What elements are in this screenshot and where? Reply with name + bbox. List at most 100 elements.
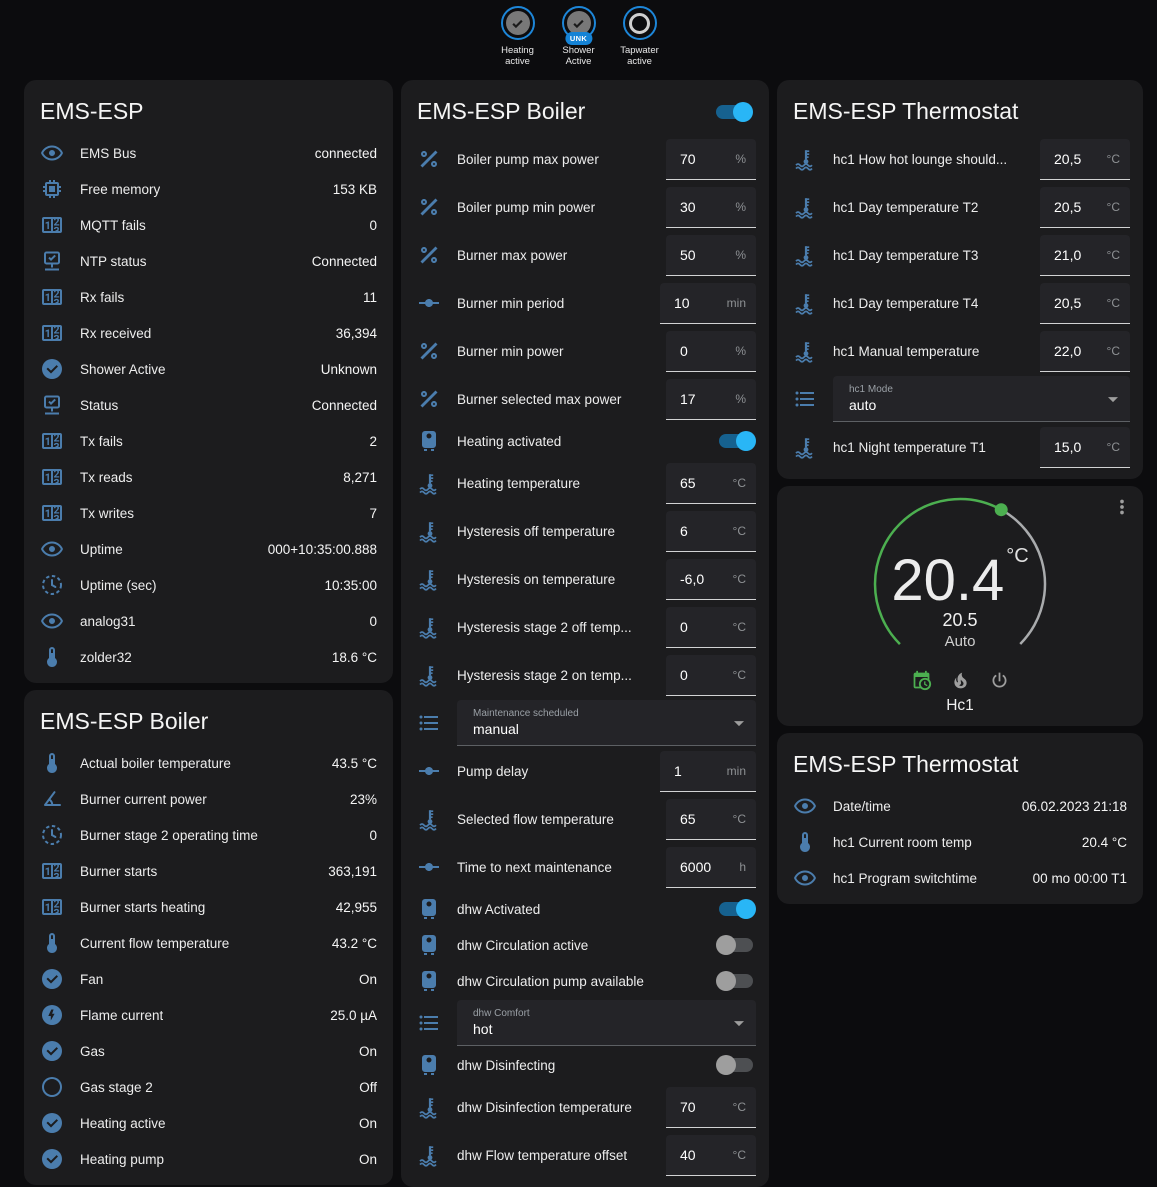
sensor-value: 0 — [369, 217, 377, 233]
thermo-water-icon — [417, 663, 441, 687]
number-value: 22,0 — [1054, 342, 1082, 359]
toggle-switch[interactable] — [716, 971, 756, 991]
number-unit: °C — [732, 523, 746, 538]
sensor-label: Burner starts heating — [80, 899, 206, 915]
number-input[interactable]: 70 °C — [666, 1086, 756, 1128]
sensor-row[interactable]: Burner current power 23% — [24, 781, 393, 817]
number-input[interactable]: 50% — [666, 234, 756, 276]
number-unit: °C — [732, 571, 746, 586]
toggle-switch[interactable] — [716, 431, 756, 451]
sensor-row[interactable]: Fan On — [24, 961, 393, 997]
sensor-value: 43.2 °C — [331, 935, 377, 951]
select-label: Maintenance scheduled — [473, 708, 579, 719]
sensor-label: zolder32 — [80, 649, 132, 665]
sensor-row[interactable]: Burner starts 363,191 — [24, 853, 393, 889]
control-row: Burner max power 50% — [401, 231, 769, 279]
status-badge[interactable]: Heating active — [492, 6, 544, 67]
sensor-row[interactable]: Flame current 25.0 µA — [24, 997, 393, 1033]
card-thermostat-dial[interactable]: 20.4 °C 20.5 Auto Hc1 — [777, 486, 1143, 726]
number-input[interactable]: 6000 h — [666, 846, 756, 888]
list-icon — [793, 387, 817, 411]
sensor-value: Connected — [311, 253, 377, 269]
number-input[interactable]: 20,5 °C — [1040, 186, 1130, 228]
sensor-row[interactable]: hc1 Current room temp 20.4 °C — [777, 824, 1143, 860]
calendar-clock-icon[interactable] — [911, 670, 932, 691]
sensor-row[interactable]: NTP status Connected — [24, 243, 393, 279]
dial-handle[interactable] — [994, 503, 1008, 517]
number-value: 1 — [674, 762, 682, 779]
number-input[interactable]: 65 °C — [666, 798, 756, 840]
sensor-row[interactable]: MQTT fails 0 — [24, 207, 393, 243]
toggle-switch[interactable] — [716, 1055, 756, 1075]
number-input[interactable]: 21,0 °C — [1040, 234, 1130, 276]
sensor-row[interactable]: Tx reads 8,271 — [24, 459, 393, 495]
sensor-row[interactable]: Rx received 36,394 — [24, 315, 393, 351]
status-badge[interactable]: UNK Shower Active — [553, 6, 605, 67]
sensor-row[interactable]: Heating active On — [24, 1105, 393, 1141]
sensor-value: 153 KB — [332, 181, 377, 197]
control-row: Heating activated — [401, 423, 769, 459]
sensor-row[interactable]: Gas stage 2 Off — [24, 1069, 393, 1105]
sensor-row[interactable]: hc1 Program switchtime 00 mo 00:00 T1 — [777, 860, 1143, 896]
toggle-switch[interactable] — [716, 935, 756, 955]
fire-icon[interactable] — [950, 670, 971, 691]
number-input[interactable]: 30% — [666, 186, 756, 228]
sensor-row[interactable]: Heating pump On — [24, 1141, 393, 1177]
sensor-row[interactable]: Burner starts heating 42,955 — [24, 889, 393, 925]
sensor-row[interactable]: Rx fails 11 — [24, 279, 393, 315]
control-rows: hc1 How hot lounge should... 20,5 °C hc1 Da… — [777, 135, 1143, 479]
sensor-row[interactable]: Uptime (sec) 10:35:00 — [24, 567, 393, 603]
number-input[interactable]: 0 °C — [666, 654, 756, 696]
sensor-row[interactable]: Uptime 000+10:35:00.888 — [24, 531, 393, 567]
sensor-row[interactable]: Gas On — [24, 1033, 393, 1069]
number-value: 15,0 — [1054, 438, 1082, 455]
number-input[interactable]: 70% — [666, 138, 756, 180]
number-input[interactable]: 17% — [666, 378, 756, 420]
status-badge[interactable]: Tapwater active — [614, 6, 666, 67]
control-row: Boiler pump max power 70% — [401, 135, 769, 183]
control-row: Heating temperature 65 °C — [401, 459, 769, 507]
select-input[interactable]: Maintenance scheduled manual — [457, 700, 756, 746]
badge-label: Shower Active — [562, 45, 595, 67]
number-input[interactable]: 6 °C — [666, 510, 756, 552]
sensor-row[interactable]: Current flow temperature 43.2 °C — [24, 925, 393, 961]
number-input[interactable]: 65 °C — [666, 462, 756, 504]
sensor-row[interactable]: analog31 0 — [24, 603, 393, 639]
number-input[interactable]: 20,5 °C — [1040, 138, 1130, 180]
sensor-value: 18.6 °C — [331, 649, 377, 665]
sensor-row[interactable]: Status Connected — [24, 387, 393, 423]
sensor-row[interactable]: zolder32 18.6 °C — [24, 639, 393, 675]
sensor-row[interactable]: EMS Bus connected — [24, 135, 393, 171]
number-input[interactable]: 40 °C — [666, 1134, 756, 1176]
number-input[interactable]: 0 °C — [666, 606, 756, 648]
boiler-enabled-toggle[interactable] — [713, 101, 753, 122]
toggle-switch[interactable] — [716, 899, 756, 919]
sensor-row[interactable]: Tx fails 2 — [24, 423, 393, 459]
control-label: Time to next maintenance — [457, 859, 612, 875]
number-input[interactable]: 15,0 °C — [1040, 426, 1130, 468]
number-input[interactable]: 22,0 °C — [1040, 330, 1130, 372]
check-circle-icon — [40, 1147, 64, 1171]
sensor-row[interactable]: Actual boiler temperature 43.5 °C — [24, 745, 393, 781]
sensor-row[interactable]: Date/time 06.02.2023 21:18 — [777, 788, 1143, 824]
number-input[interactable]: 20,5 °C — [1040, 282, 1130, 324]
sensor-value: 36,394 — [335, 325, 377, 341]
number-value: 0 — [680, 618, 688, 635]
thermo-water-icon — [417, 519, 441, 543]
dots-vertical-icon[interactable] — [1111, 496, 1133, 518]
sensor-row[interactable]: Shower Active Unknown — [24, 351, 393, 387]
number-input[interactable]: 0% — [666, 330, 756, 372]
sensor-row[interactable]: Tx writes 7 — [24, 495, 393, 531]
number-input[interactable]: 1 min — [660, 750, 756, 792]
number-unit: % — [735, 151, 746, 166]
sensor-row[interactable]: Free memory 153 KB — [24, 171, 393, 207]
sensor-label: Actual boiler temperature — [80, 755, 231, 771]
number-input[interactable]: -6,0 °C — [666, 558, 756, 600]
power-icon[interactable] — [989, 670, 1010, 691]
number-unit: h — [739, 859, 746, 874]
select-input[interactable]: dhw Comfort hot — [457, 1000, 756, 1046]
sensor-row[interactable]: Burner stage 2 operating time 0 — [24, 817, 393, 853]
thermostat-dial-arc[interactable] — [865, 494, 1055, 680]
number-input[interactable]: 10 min — [660, 282, 756, 324]
select-input[interactable]: hc1 Mode auto — [833, 376, 1130, 422]
